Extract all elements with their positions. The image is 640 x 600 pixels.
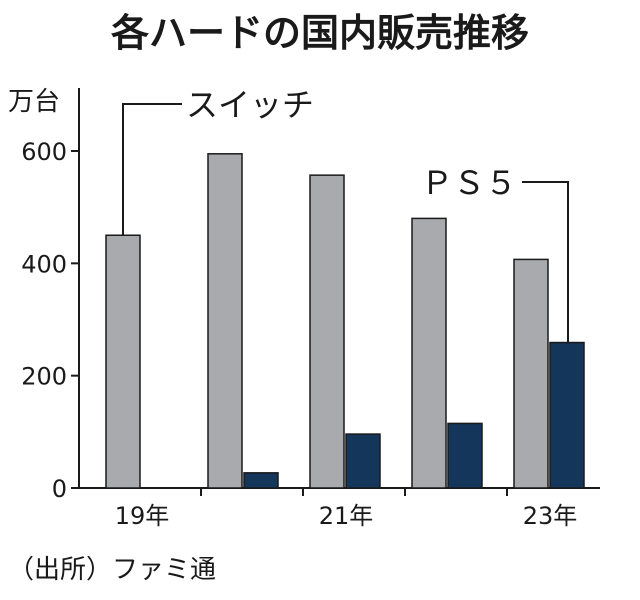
x-tick-label: 21年: [319, 502, 374, 530]
bar-ps5: [345, 433, 381, 489]
bar-switch: [105, 234, 141, 489]
leader-line-ps5: [522, 181, 569, 343]
y-tick-label: 0: [52, 475, 67, 503]
leader-line-switch: [122, 103, 182, 236]
y-axis-unit: 万台: [8, 87, 60, 117]
y-tick-label: 600: [21, 138, 67, 166]
series-label-switch: スイッチ: [186, 86, 314, 124]
bar-switch: [207, 153, 243, 489]
series-label-ps5: ＰＳ５: [421, 164, 517, 202]
y-tick-label: 200: [21, 363, 67, 391]
chart-title: 各ハードの国内販売推移: [111, 11, 529, 55]
plot-area: 0 200 400 600 19年 21年 23年 スイッチ ＰＳ５: [21, 86, 600, 530]
bar-switch: [513, 258, 549, 489]
bar-switch: [309, 174, 345, 489]
x-tick-label: 23年: [523, 502, 578, 530]
bar-ps5: [447, 422, 483, 489]
y-tick-label: 400: [21, 250, 67, 278]
bar-switch: [411, 217, 447, 489]
source-note: （出所）ファミ通: [8, 555, 216, 585]
bar-ps5: [549, 341, 585, 489]
bar-ps5: [243, 472, 279, 489]
x-tick-label: 19年: [115, 502, 170, 530]
